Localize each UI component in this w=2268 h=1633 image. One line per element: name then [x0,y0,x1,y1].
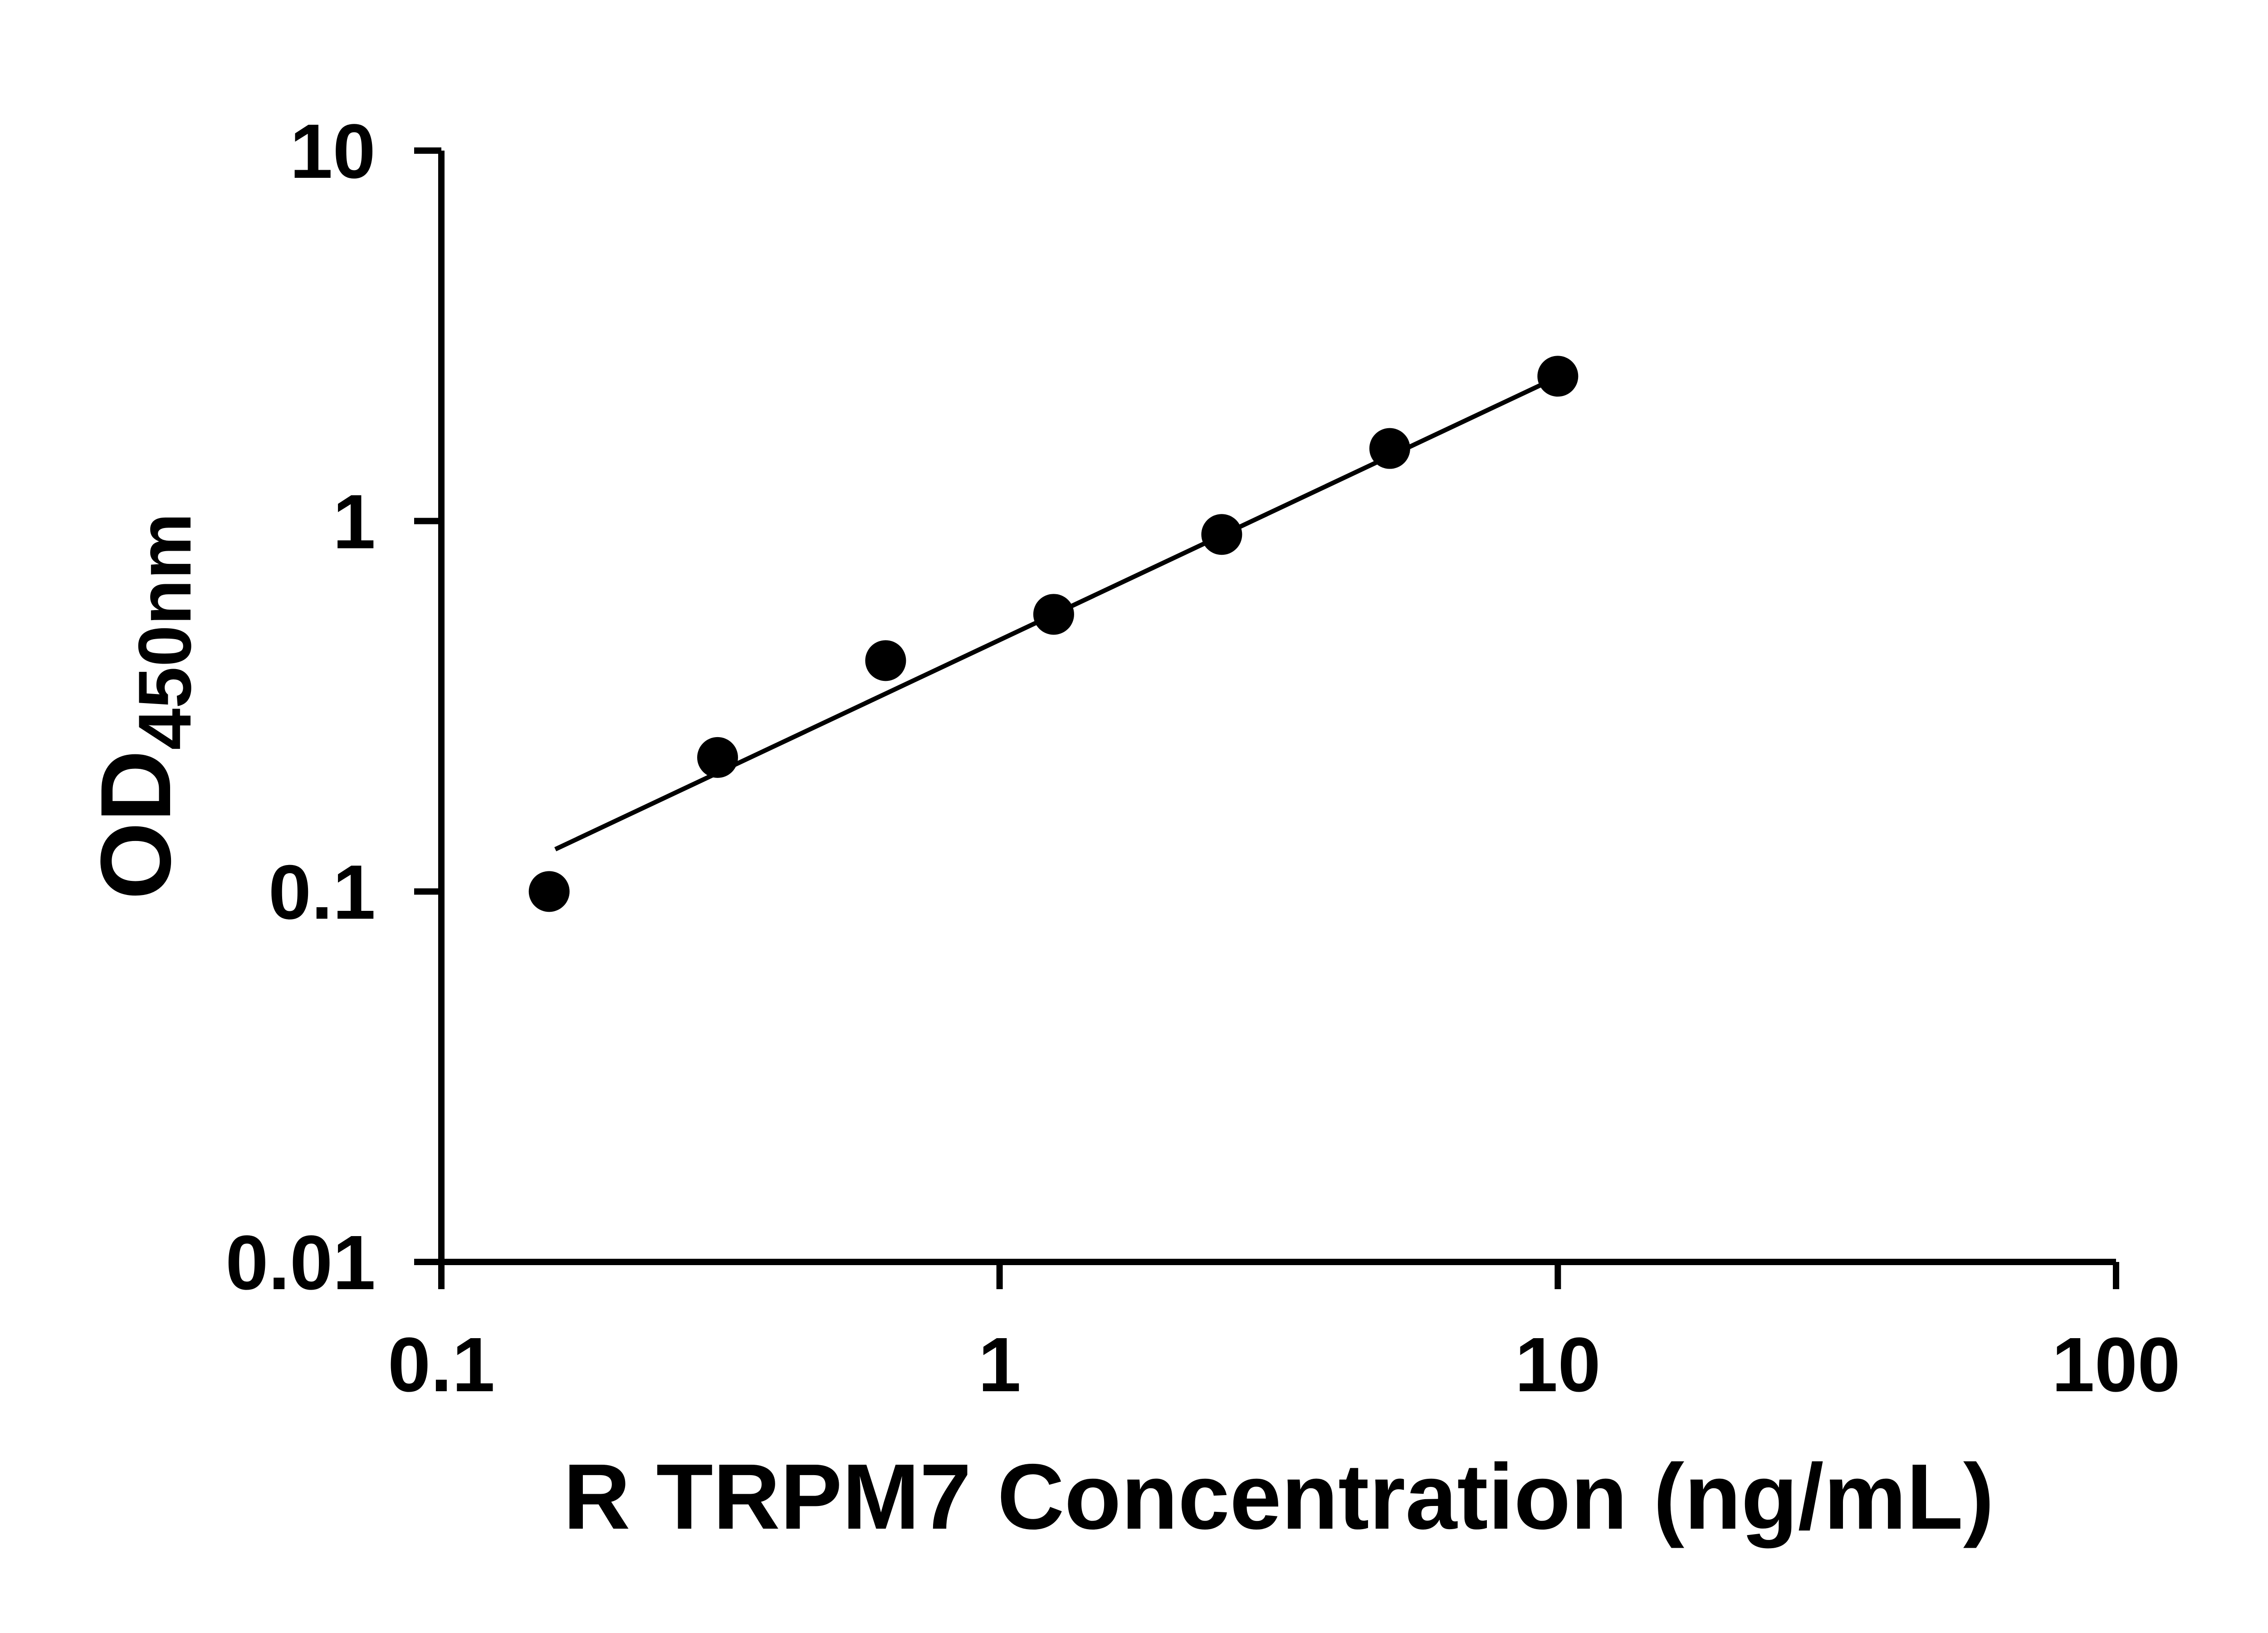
data-point [1033,594,1074,635]
data-point [1201,514,1242,555]
y-tick-label: 10 [290,108,376,195]
y-tick-label: 0.01 [225,1220,376,1306]
data-point [1369,428,1410,469]
data-point [697,737,738,778]
y-tick-label: 1 [332,479,376,565]
y-tick-label: 0.1 [269,849,376,935]
x-tick-label: 1 [978,1322,1021,1408]
data-point [865,640,906,681]
x-tick-label: 100 [2052,1322,2180,1408]
data-point [1537,356,1579,397]
y-axis-title: OD450nm [80,513,206,900]
x-tick-label: 10 [1515,1322,1601,1408]
x-tick-label: 0.1 [388,1322,495,1408]
x-axis-title: R TRPM7 Concentration (ng/mL) [563,1445,1994,1549]
data-point [528,871,570,912]
